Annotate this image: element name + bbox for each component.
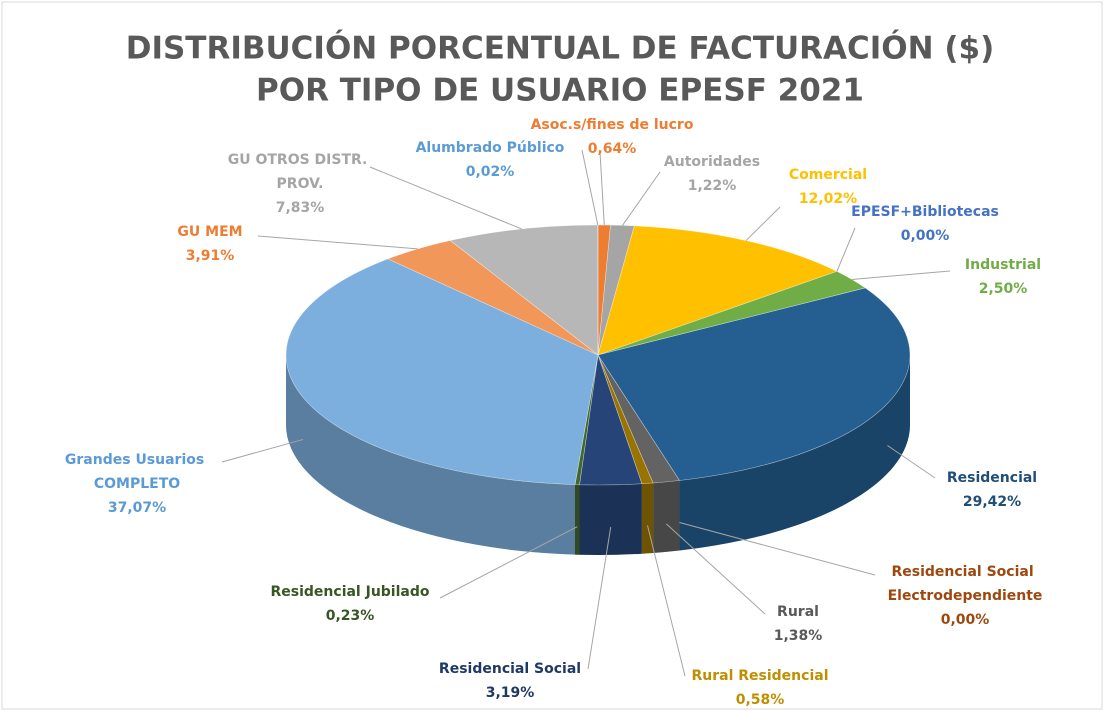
- leader-line: [369, 166, 522, 230]
- value-label: 0,00%: [901, 228, 950, 244]
- leader-line: [851, 270, 951, 280]
- leader-line: [581, 149, 599, 226]
- value-label: 3,19%: [486, 685, 535, 701]
- slice-label: Residencial Jubilado: [271, 584, 430, 600]
- chart-title: DISTRIBUCIÓN PORCENTUAL DE FACTURACIÓN (…: [126, 30, 995, 67]
- value-label: 12,02%: [799, 191, 857, 207]
- slice-side-shade: [679, 355, 910, 551]
- leader-line: [257, 235, 418, 250]
- leader-line: [836, 227, 856, 272]
- slice-label: Alumbrado Público: [416, 140, 565, 156]
- slice: [597, 225, 838, 356]
- slice-label: Autoridades: [664, 154, 760, 170]
- value-label: 7,83%: [276, 200, 325, 216]
- chart-title: POR TIPO DE USUARIO EPESF 2021: [256, 73, 864, 109]
- slice-side: [286, 355, 575, 555]
- slice-label: Asoc.s/fines de lucro: [531, 117, 694, 133]
- value-label: 2,50%: [979, 281, 1028, 297]
- slice-side: [679, 355, 910, 551]
- slice-label: Residencial Social: [439, 661, 581, 677]
- slice: [597, 287, 911, 481]
- leader-line: [666, 523, 766, 615]
- leader-line: [622, 171, 661, 226]
- slice-label: Rural Residencial: [691, 668, 828, 684]
- slice: [285, 258, 599, 485]
- value-label: 1,38%: [774, 628, 823, 644]
- slice-side-shade: [286, 355, 575, 555]
- slice-label: GU MEM: [177, 224, 242, 240]
- value-label: 0,64%: [588, 141, 637, 157]
- slice-side-shade: [579, 483, 642, 555]
- slice-label: Rural: [777, 604, 819, 620]
- value-label: 0,00%: [941, 612, 990, 628]
- slice-side-shade: [653, 480, 680, 553]
- leader-line: [745, 206, 781, 241]
- value-label: 29,42%: [963, 494, 1021, 510]
- slice-label: Industrial: [965, 257, 1041, 273]
- slice-label: Comercial: [789, 167, 867, 183]
- slice-label: GU OTROS DISTR. PROV.: [228, 152, 373, 192]
- slice-label: Residencial Social Electrodependiente: [888, 564, 1043, 604]
- slice: [449, 224, 599, 356]
- value-label: 0,02%: [466, 164, 515, 180]
- slice-side: [653, 480, 680, 553]
- leader-line: [221, 438, 304, 463]
- value-label: 0,58%: [736, 692, 785, 708]
- slice-side: [579, 483, 642, 555]
- value-label: 37,07%: [108, 500, 166, 516]
- slice-label: EPESF+Bibliotecas: [851, 204, 999, 220]
- leader-line: [887, 445, 936, 479]
- slice-side-shade: [574, 484, 580, 555]
- slice-side: [574, 484, 580, 555]
- leader-line: [679, 522, 876, 576]
- leader-line: [599, 151, 605, 226]
- value-label: 1,22%: [688, 178, 737, 194]
- value-label: 0,23%: [326, 608, 375, 624]
- leader-line: [646, 525, 686, 677]
- value-label: 3,91%: [186, 248, 235, 264]
- leader-line: [439, 526, 578, 599]
- slice-label: Grandes Usuarios COMPLETO: [65, 452, 209, 492]
- leader-line: [587, 526, 612, 670]
- slice-label: Residencial: [947, 470, 1037, 486]
